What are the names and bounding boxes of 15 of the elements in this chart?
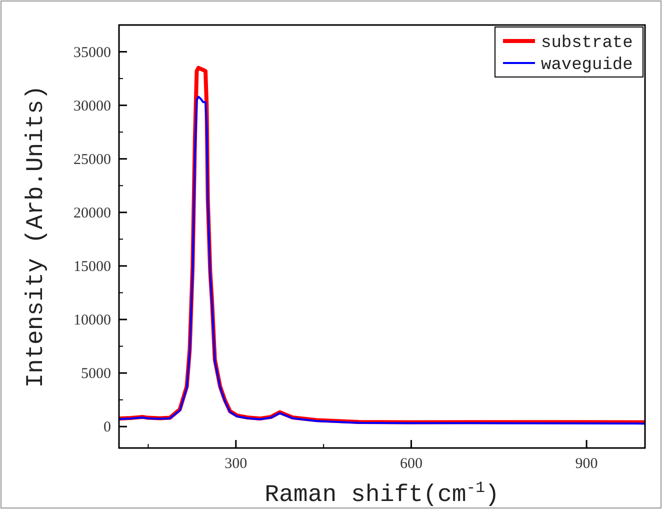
- y-tick-label: 35000: [74, 44, 111, 61]
- y-tick-label: 20000: [74, 205, 111, 222]
- x-axis-title: Raman shift(cm$^{-1}$): [264, 479, 500, 509]
- x-tick-label: 300: [224, 456, 248, 472]
- y-tick-label: 15000: [74, 258, 111, 275]
- x-tick-label: 900: [575, 456, 598, 472]
- legend-label: waveguide: [541, 56, 633, 75]
- x-tick-label: 600: [400, 456, 422, 472]
- y-tick-label: 30000: [74, 98, 111, 114]
- legend-label: substrate: [541, 34, 633, 53]
- y-tick-label: 0: [104, 420, 111, 436]
- y-tick-label: 5000: [81, 366, 111, 382]
- y-tick-label: 10000: [74, 312, 111, 328]
- y-axis-title: Intensity (Arb.Units): [23, 85, 50, 388]
- y-tick-label: 25000: [74, 152, 111, 168]
